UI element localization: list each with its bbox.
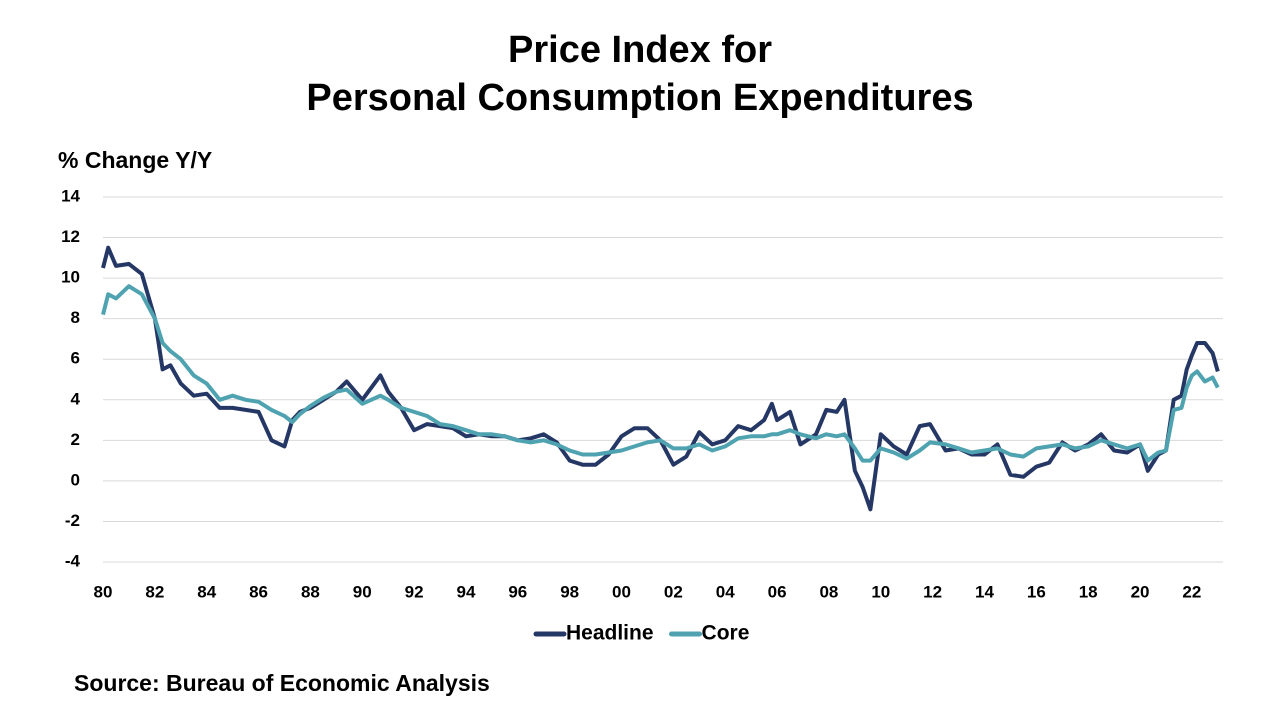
series-line: [101, 245, 1220, 512]
y-tick-label: 14: [61, 186, 80, 205]
x-tick-label: 12: [923, 582, 942, 601]
series-line: [101, 284, 1220, 463]
x-tick-label: 96: [508, 582, 527, 601]
x-tick-label: 04: [716, 582, 735, 601]
x-tick-label: 20: [1131, 582, 1150, 601]
y-tick-label: 2: [71, 430, 80, 449]
x-tick-label: 18: [1079, 582, 1098, 601]
source-note: Source: Bureau of Economic Analysis: [74, 670, 490, 696]
x-tick-label: 10: [871, 582, 890, 601]
x-tick-label: 00: [612, 582, 631, 601]
y-tick-label: 10: [61, 268, 80, 287]
x-tick-label: 86: [249, 582, 268, 601]
x-tick-label: 92: [405, 582, 424, 601]
y-tick-label: 4: [71, 389, 81, 408]
y-axis-label: % Change Y/Y: [58, 147, 212, 173]
x-tick-label: 88: [301, 582, 320, 601]
chart-title: Personal Consumption Expenditures: [306, 77, 973, 119]
y-tick-label: -4: [65, 551, 81, 570]
chart-title: Price Index for: [508, 29, 772, 71]
legend-label: Headline: [566, 622, 654, 645]
x-tick-label: 22: [1182, 582, 1201, 601]
y-tick-label: 0: [71, 470, 80, 489]
x-tick-label: 16: [1027, 582, 1046, 601]
x-tick-label: 02: [664, 582, 683, 601]
x-tick-label: 90: [353, 582, 372, 601]
x-tick-label: 94: [457, 582, 476, 601]
y-tick-label: 8: [71, 308, 80, 327]
x-tick-label: 14: [975, 582, 994, 601]
x-tick-label: 08: [819, 582, 838, 601]
legend-label: Core: [702, 622, 750, 645]
y-tick-label: 12: [61, 227, 80, 246]
x-tick-label: 84: [197, 582, 216, 601]
x-tick-label: 80: [94, 582, 113, 601]
y-tick-label: -2: [65, 511, 80, 530]
y-tick-label: 6: [71, 349, 80, 368]
x-tick-label: 98: [560, 582, 579, 601]
x-tick-label: 82: [145, 582, 164, 601]
x-tick-label: 06: [768, 582, 787, 601]
